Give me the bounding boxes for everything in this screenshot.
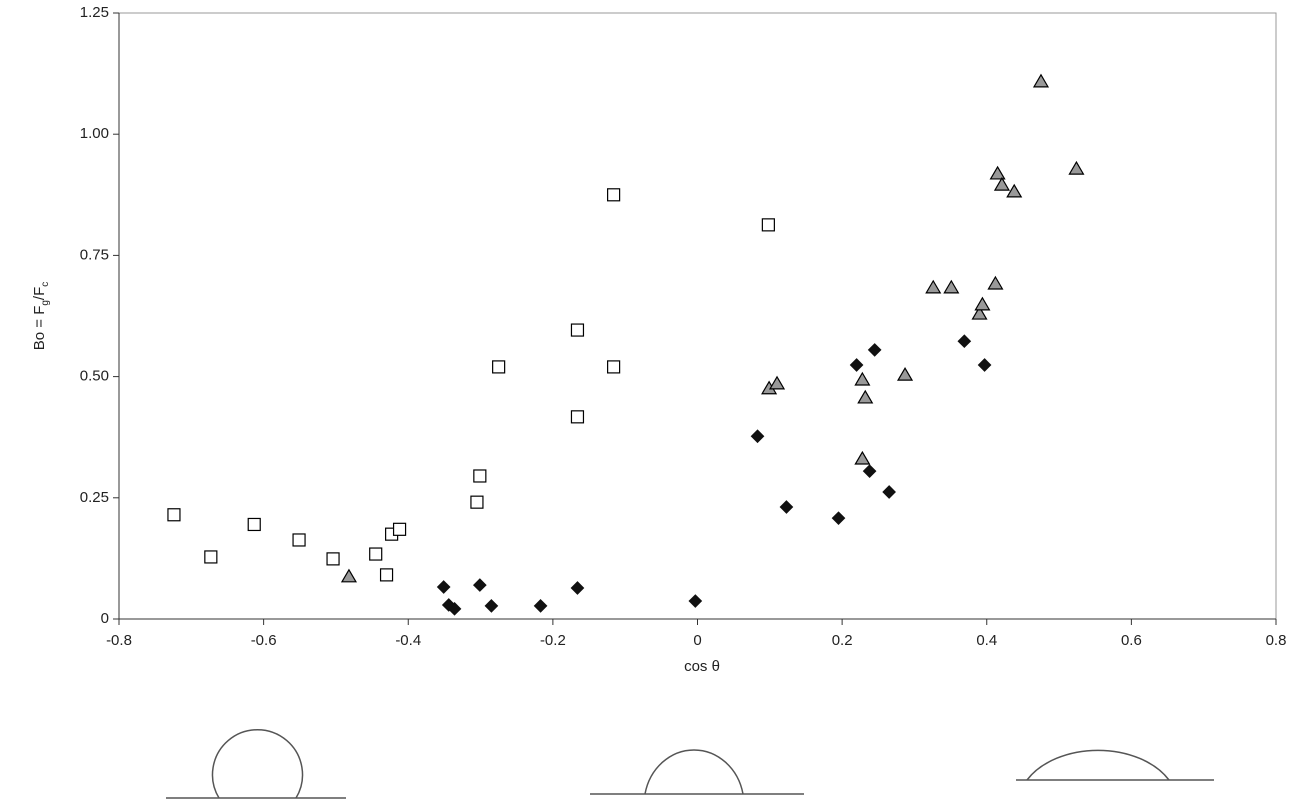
point (607, 360, 621, 374)
point (473, 469, 487, 483)
drop (211, 729, 304, 799)
point (570, 410, 585, 424)
point (340, 568, 357, 583)
point (971, 305, 988, 320)
point (993, 176, 1010, 191)
point (925, 279, 942, 294)
y-label-part: /F (31, 287, 48, 300)
y-tick-label: 0.25 (80, 489, 109, 506)
point (761, 218, 775, 232)
point (607, 188, 621, 202)
point (326, 552, 340, 566)
plot-frame (118, 12, 1277, 620)
x-tick-label: 0.6 (1121, 632, 1142, 649)
y-tick-label: 0.75 (80, 246, 109, 263)
x-tick-label: -0.2 (540, 632, 566, 649)
drop (644, 749, 744, 795)
point (854, 371, 871, 386)
x-tick-label: 0 (693, 632, 701, 649)
point (1032, 73, 1050, 88)
point (247, 517, 261, 532)
point (392, 522, 407, 536)
y-tick-label: 0 (101, 610, 109, 627)
point (987, 275, 1004, 290)
y-tick-label: 1.00 (80, 125, 109, 142)
point (957, 334, 972, 349)
point (896, 366, 914, 381)
point (688, 594, 703, 608)
point (484, 599, 499, 613)
point (974, 296, 991, 311)
point (779, 500, 794, 514)
x-axis-label: cos θ (684, 658, 720, 675)
point (862, 464, 877, 478)
point (533, 599, 548, 613)
point (379, 568, 394, 582)
point (167, 508, 181, 522)
y-label-sub: g (40, 300, 51, 306)
point (831, 511, 846, 526)
x-tick-label: -0.4 (395, 632, 421, 649)
point (492, 360, 506, 374)
point (867, 343, 882, 357)
point (854, 450, 871, 465)
y-axis-label: Bo = Fg/Fc (31, 282, 51, 351)
point (1006, 183, 1023, 198)
x-tick-label: -0.8 (106, 632, 132, 649)
y-tick-label: 0.50 (80, 368, 109, 385)
point (857, 389, 874, 404)
x-tick-label: 0.8 (1266, 632, 1287, 649)
drop-diagrams (166, 729, 1214, 799)
point (1068, 160, 1085, 175)
point (470, 495, 484, 509)
point (943, 279, 960, 294)
point (570, 323, 585, 337)
y-tick-label: 1.25 (80, 4, 109, 21)
point (204, 550, 218, 564)
x-tick-label: -0.6 (251, 632, 277, 649)
point (768, 375, 786, 390)
point (849, 358, 864, 372)
x-tick-label: 0.4 (976, 632, 997, 649)
point (472, 578, 487, 592)
drop (1026, 749, 1170, 781)
x-tick-label: 0.2 (832, 632, 853, 649)
y-label-sub: c (40, 282, 51, 287)
point (882, 485, 896, 499)
point (977, 358, 992, 372)
point (369, 547, 383, 561)
point (436, 580, 451, 594)
point (989, 165, 1006, 180)
y-label-part: Bo = F (31, 306, 48, 351)
point (570, 581, 585, 595)
point (447, 601, 462, 616)
point (750, 429, 765, 444)
point (292, 533, 306, 547)
